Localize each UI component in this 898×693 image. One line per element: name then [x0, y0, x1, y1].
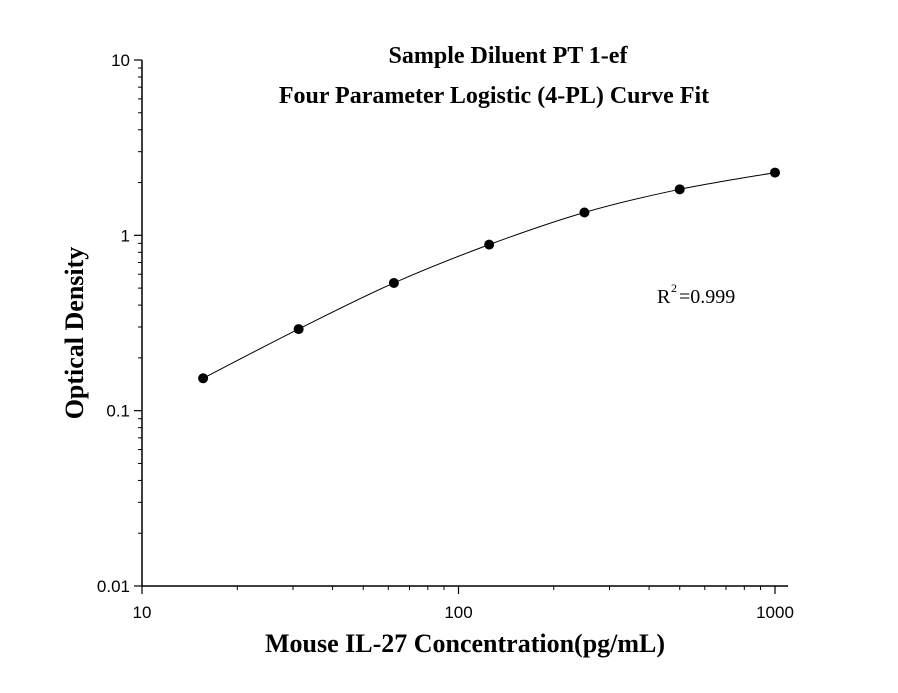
data-points [198, 167, 780, 384]
y-axis-label: Optical Density [60, 247, 89, 420]
data-point [674, 184, 685, 195]
data-point [484, 239, 495, 250]
x-tick-label: 1000 [756, 603, 794, 622]
y-tick-label: 10 [111, 51, 130, 70]
chart-subtitle: Four Parameter Logistic (4-PL) Curve Fit [279, 83, 709, 109]
r-squared-value: =0.999 [679, 286, 735, 308]
x-axis-label: Mouse IL-27 Concentration(pg/mL) [265, 629, 665, 658]
data-point [293, 324, 304, 335]
x-tick-label: 10 [133, 603, 152, 622]
y-tick-label: 0.01 [97, 577, 130, 596]
data-point [579, 207, 590, 218]
chart-title: Sample Diluent PT 1-ef [389, 43, 629, 69]
r-squared-exponent: 2 [671, 281, 677, 295]
r-squared-annotation: R 2 =0.999 [657, 281, 735, 308]
x-tick-label: 100 [444, 603, 472, 622]
data-point [770, 167, 780, 178]
axes [141, 60, 788, 587]
tick-marks [134, 59, 776, 594]
y-tick-label: 0.1 [106, 402, 130, 421]
data-point [388, 277, 399, 288]
fit-curve [202, 172, 776, 379]
y-tick-label: 1 [121, 226, 130, 245]
data-point [198, 373, 209, 384]
r-squared-base: R [657, 286, 671, 308]
